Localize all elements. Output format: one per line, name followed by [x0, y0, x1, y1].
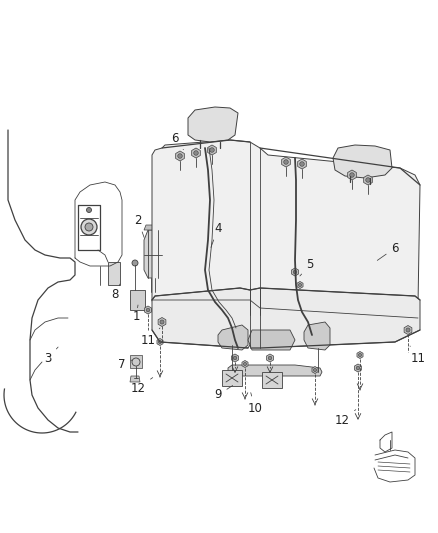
Polygon shape [192, 148, 200, 158]
Text: 1: 1 [132, 305, 140, 324]
Polygon shape [130, 355, 142, 368]
Polygon shape [248, 330, 295, 350]
Text: 10: 10 [247, 393, 262, 415]
Circle shape [366, 177, 370, 182]
Polygon shape [158, 318, 166, 327]
Polygon shape [228, 365, 322, 376]
Text: 3: 3 [44, 347, 58, 365]
Circle shape [350, 173, 354, 177]
Polygon shape [348, 170, 357, 180]
Circle shape [284, 160, 288, 164]
Text: 2: 2 [134, 214, 144, 237]
Circle shape [314, 368, 317, 372]
Polygon shape [267, 354, 273, 362]
Text: 6: 6 [377, 241, 399, 261]
Polygon shape [357, 351, 363, 359]
Circle shape [85, 223, 93, 231]
Polygon shape [333, 145, 392, 178]
Circle shape [160, 320, 164, 324]
Text: 11: 11 [141, 328, 160, 346]
Text: 9: 9 [214, 385, 233, 401]
Text: 7: 7 [118, 359, 132, 372]
Circle shape [194, 151, 198, 155]
Polygon shape [152, 288, 420, 348]
Circle shape [298, 284, 302, 287]
Polygon shape [242, 360, 248, 367]
Text: 12: 12 [335, 410, 356, 426]
Polygon shape [145, 306, 152, 314]
Circle shape [233, 356, 237, 360]
Polygon shape [232, 354, 238, 362]
Polygon shape [130, 376, 140, 382]
Polygon shape [144, 230, 162, 278]
Text: 4: 4 [211, 222, 222, 247]
Circle shape [146, 308, 150, 312]
Polygon shape [262, 372, 282, 388]
Polygon shape [218, 325, 248, 350]
Polygon shape [282, 157, 290, 167]
Polygon shape [364, 175, 372, 185]
Circle shape [244, 362, 247, 366]
Polygon shape [404, 326, 412, 335]
Polygon shape [130, 290, 145, 310]
Polygon shape [292, 268, 298, 276]
Circle shape [268, 356, 272, 360]
Text: 8: 8 [111, 284, 120, 302]
Circle shape [300, 161, 304, 166]
Polygon shape [108, 262, 120, 285]
Circle shape [293, 270, 297, 274]
Polygon shape [152, 140, 420, 322]
Circle shape [210, 148, 214, 152]
Circle shape [406, 328, 410, 332]
Polygon shape [297, 281, 303, 288]
Text: 6: 6 [171, 132, 184, 150]
Polygon shape [208, 145, 216, 155]
Circle shape [159, 341, 162, 344]
Circle shape [86, 207, 92, 213]
Circle shape [132, 260, 138, 266]
Polygon shape [298, 159, 306, 169]
Polygon shape [188, 107, 238, 142]
Text: 11: 11 [410, 346, 425, 365]
Text: 5: 5 [300, 259, 314, 276]
Polygon shape [304, 322, 330, 350]
Polygon shape [354, 364, 361, 372]
Text: 12: 12 [131, 377, 153, 394]
Circle shape [358, 353, 362, 357]
Circle shape [178, 154, 182, 158]
Polygon shape [176, 151, 184, 161]
Polygon shape [144, 225, 162, 230]
Polygon shape [222, 370, 242, 386]
Polygon shape [312, 367, 318, 374]
Circle shape [356, 366, 360, 370]
Polygon shape [157, 338, 163, 345]
Circle shape [81, 219, 97, 235]
